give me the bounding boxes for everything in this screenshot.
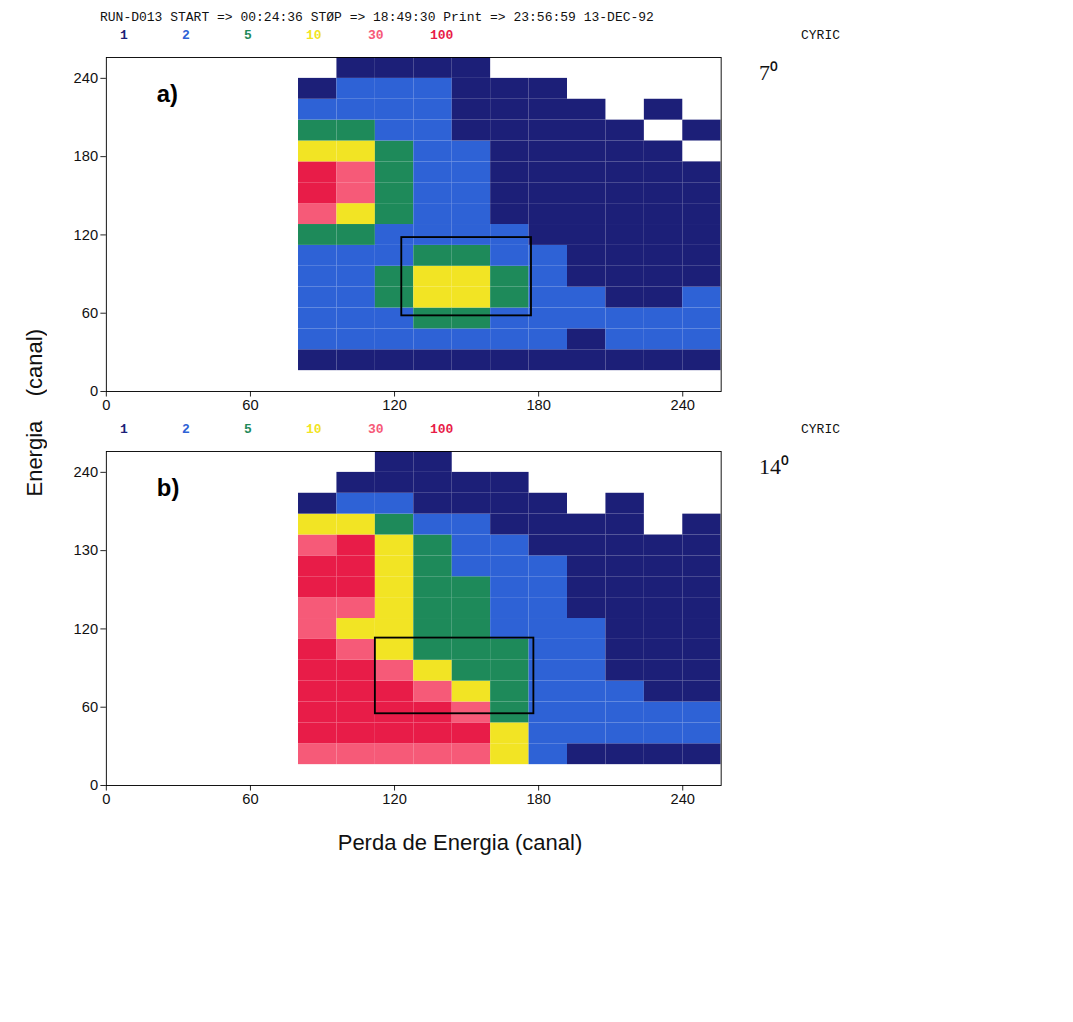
html-text:Perda de Energia (canal): Perda de Energia (canal): [337, 830, 583, 856]
html-text:30: 30: [368, 28, 384, 43]
html-text:2: 2: [182, 28, 190, 43]
svg-text:240: 240: [74, 464, 98, 480]
svg-text:0: 0: [90, 383, 98, 399]
svg-text:120: 120: [382, 791, 406, 807]
svg-text:180: 180: [526, 791, 550, 807]
html-text:100: 100: [430, 422, 454, 438]
svg-text:b): b): [157, 474, 180, 501]
svg-text:240: 240: [670, 397, 694, 413]
svg-text:240: 240: [74, 70, 98, 86]
svg-text:120: 120: [74, 621, 98, 637]
html-text:30: 30: [368, 422, 384, 438]
svg-text:0: 0: [102, 397, 110, 413]
svg-text:60: 60: [242, 397, 258, 413]
html-text:1: 1: [120, 28, 128, 43]
html-text:10: 10: [306, 28, 322, 43]
html-text:2: 2: [182, 422, 190, 438]
svg-text:180: 180: [526, 397, 550, 413]
html-text:CYRIC: CYRIC: [801, 422, 840, 438]
html-text:7⁰: 7⁰: [759, 60, 779, 85]
html-text:14⁰: 14⁰: [759, 454, 790, 480]
html-text:RUN-D013 START => 00:24:36 STØ: RUN-D013 START => 00:24:36 STØP => 18:49…: [100, 10, 654, 25]
html-text:5: 5: [244, 28, 252, 43]
html-text:10: 10: [306, 422, 322, 438]
html-text:1: 1: [120, 422, 128, 438]
html-text:100: 100: [430, 28, 454, 43]
html-text:5: 5: [244, 422, 252, 438]
html-text:Energia (canal): Energia (canal): [22, 329, 47, 497]
svg-text:60: 60: [82, 305, 98, 321]
svg-text:a): a): [157, 80, 178, 107]
svg-text:60: 60: [82, 699, 98, 715]
svg-text:180: 180: [74, 148, 98, 164]
svg-text:0: 0: [90, 777, 98, 793]
svg-text:130: 130: [74, 543, 98, 559]
html-text:CYRIC: CYRIC: [801, 28, 840, 43]
svg-text:120: 120: [74, 227, 98, 243]
svg-text:120: 120: [382, 397, 406, 413]
svg-text:0: 0: [102, 791, 110, 807]
svg-text:240: 240: [670, 791, 694, 807]
svg-text:60: 60: [242, 791, 258, 807]
